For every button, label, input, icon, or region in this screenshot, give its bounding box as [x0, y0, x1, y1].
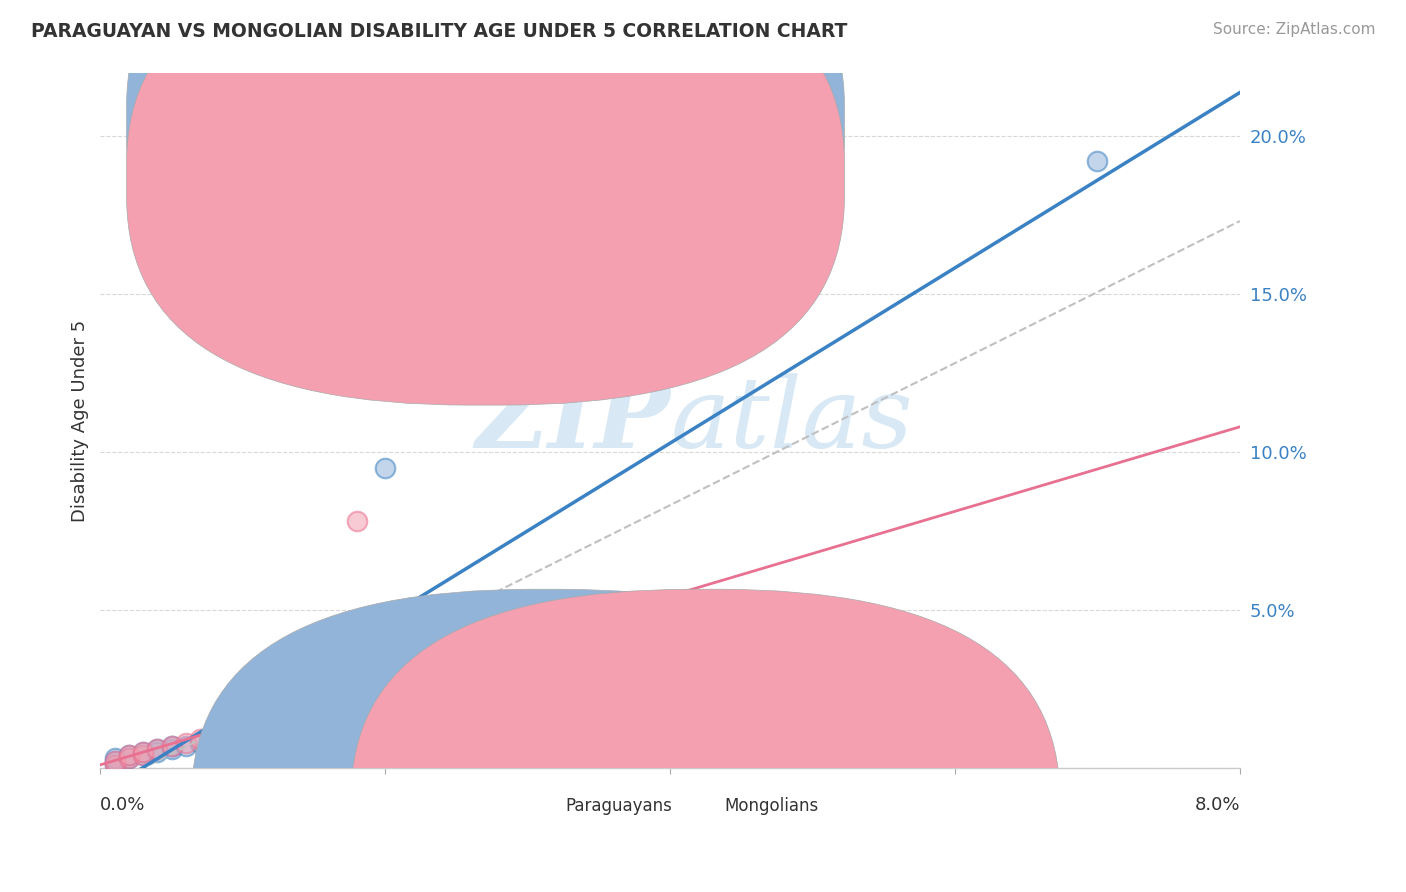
Point: [218, 729, 240, 743]
Text: 8.0%: 8.0%: [1195, 796, 1240, 814]
Point: [118, 748, 141, 763]
Text: ZIP: ZIP: [475, 372, 671, 468]
Point: [104, 751, 127, 765]
Text: 0.0%: 0.0%: [100, 796, 146, 814]
Point: [104, 757, 127, 772]
Point: [346, 515, 368, 529]
Point: [118, 748, 141, 763]
Text: atlas: atlas: [671, 373, 912, 468]
Point: [260, 714, 283, 728]
Point: [104, 755, 127, 769]
Point: [488, 650, 510, 665]
Point: [202, 729, 225, 743]
Point: [346, 679, 368, 693]
FancyBboxPatch shape: [191, 590, 900, 892]
Point: [188, 732, 211, 747]
FancyBboxPatch shape: [127, 0, 845, 405]
Point: [288, 704, 311, 718]
Point: [132, 745, 155, 759]
Point: [432, 669, 454, 683]
Point: [188, 735, 211, 749]
Point: [118, 751, 141, 765]
Text: Mongolians: Mongolians: [725, 797, 820, 815]
Point: [316, 691, 339, 706]
Point: [374, 688, 396, 702]
Y-axis label: Disability Age Under 5: Disability Age Under 5: [72, 319, 89, 522]
Point: [174, 735, 197, 749]
Point: [246, 720, 269, 734]
Text: Source: ZipAtlas.com: Source: ZipAtlas.com: [1212, 22, 1375, 37]
Point: [118, 751, 141, 765]
Point: [146, 742, 169, 756]
Point: [260, 716, 283, 731]
FancyBboxPatch shape: [127, 0, 845, 347]
Text: PARAGUAYAN VS MONGOLIAN DISABILITY AGE UNDER 5 CORRELATION CHART: PARAGUAYAN VS MONGOLIAN DISABILITY AGE U…: [31, 22, 848, 41]
Point: [374, 666, 396, 681]
Point: [174, 739, 197, 753]
Point: [104, 757, 127, 772]
Point: [160, 739, 183, 753]
Text: R = 0.894   N = 24: R = 0.894 N = 24: [515, 112, 714, 131]
Point: [1087, 154, 1109, 169]
Point: [374, 460, 396, 475]
Text: R = 0.544   N = 25: R = 0.544 N = 25: [515, 168, 714, 186]
Point: [202, 732, 225, 747]
Point: [546, 628, 568, 642]
Point: [132, 745, 155, 759]
Point: [316, 704, 339, 718]
Point: [146, 742, 169, 756]
Text: Paraguayans: Paraguayans: [565, 797, 672, 815]
Point: [104, 755, 127, 769]
Point: [288, 710, 311, 724]
Point: [516, 640, 538, 655]
Point: [402, 679, 425, 693]
Point: [132, 748, 155, 763]
FancyBboxPatch shape: [352, 590, 1060, 892]
Point: [218, 726, 240, 740]
Point: [146, 745, 169, 759]
Point: [160, 742, 183, 756]
Point: [232, 723, 254, 737]
Point: [160, 739, 183, 753]
Point: [460, 659, 482, 673]
FancyBboxPatch shape: [443, 87, 773, 222]
Point: [132, 748, 155, 763]
Point: [232, 726, 254, 740]
Point: [346, 698, 368, 712]
